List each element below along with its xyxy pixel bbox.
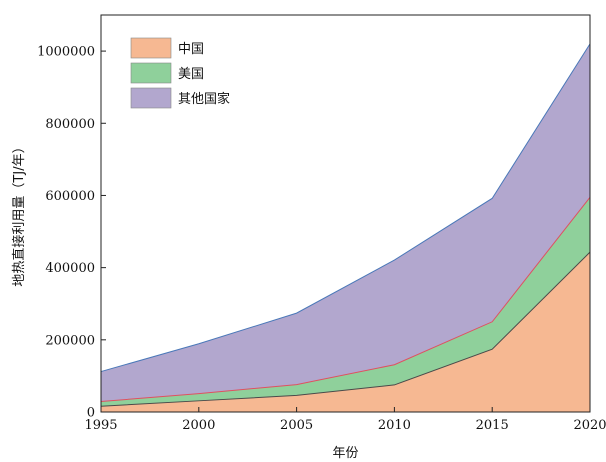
area-series-2 [101,43,590,402]
x-tick-label: 2005 [280,418,313,433]
plot-frame [100,14,591,413]
legend-label-2: 其他国家 [178,91,230,107]
x-tick-label: 2010 [378,418,411,433]
y-tick-label: 800000 [45,117,95,132]
area-series-1 [101,197,590,407]
series-lines [100,43,591,407]
legend-swatch-1 [130,62,172,84]
y-tick-label: 400000 [45,261,95,276]
x-tick-label: 2015 [476,418,509,433]
x-tick-label: 2020 [573,418,606,433]
legend-swatch-2 [130,87,172,109]
y-axis-label: 地热直接利用量（TJ/年） [11,140,27,286]
y-tick-label: 1000000 [37,45,95,60]
legend-label-1: 美国 [178,67,204,82]
series-line-2 [100,43,591,373]
x-tick-label: 2000 [182,418,215,433]
y-tick-label: 200000 [45,333,95,348]
y-tick-label: 0 [87,406,95,421]
y-tick-label: 600000 [45,189,95,204]
legend-swatch-0 [130,37,172,59]
x-axis-ticks: 1995 2000 2005 2010 2015 2020 [84,407,606,433]
y-axis-ticks: 0 200000 400000 600000 800000 1000000 [37,45,106,421]
legend-label-0: 中国 [178,42,204,57]
series-line-0 [100,251,591,407]
series-line-1 [100,196,591,403]
x-axis-label: 年份 [332,446,358,461]
area-layer [101,43,590,412]
area-series-0 [101,252,590,412]
x-tick-label: 1995 [84,418,117,433]
